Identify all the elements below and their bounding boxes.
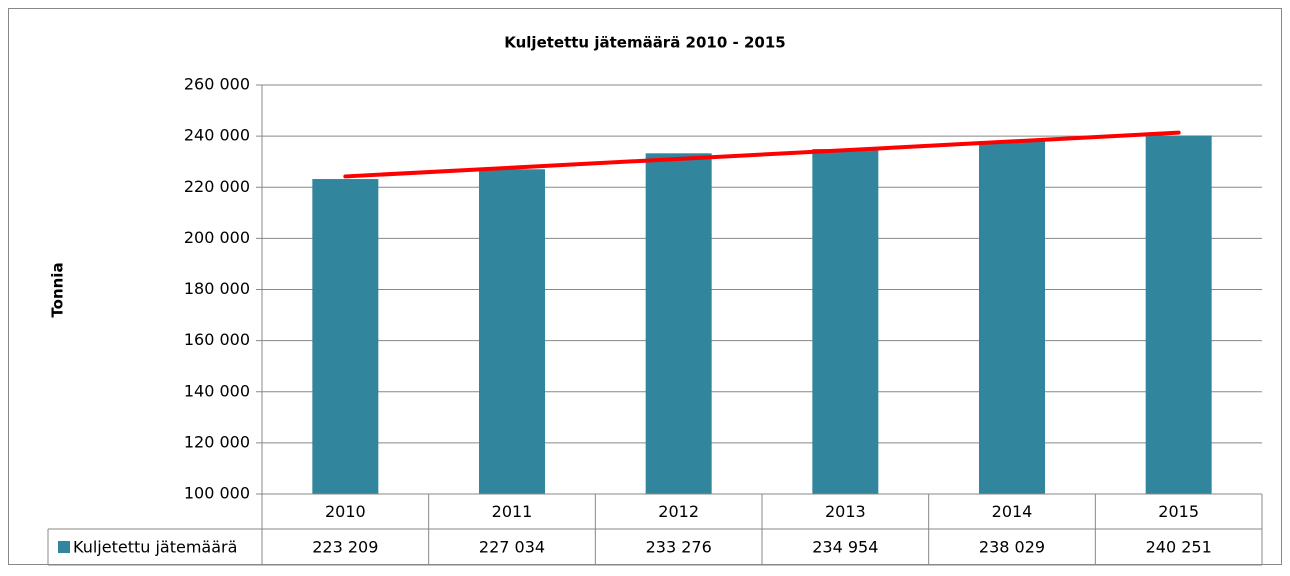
y-tick-label: 140 000 <box>184 381 250 400</box>
trend-line <box>343 130 1181 179</box>
y-tick-label: 160 000 <box>184 330 250 349</box>
bar <box>312 179 379 494</box>
x-tick-label: 2010 <box>325 502 366 521</box>
y-tick-label: 220 000 <box>184 177 250 196</box>
table-value: 233 276 <box>646 538 712 557</box>
bar <box>1145 135 1212 494</box>
table-value: 227 034 <box>479 538 545 557</box>
x-tick-label: 2014 <box>992 502 1033 521</box>
table-value: 223 209 <box>312 538 378 557</box>
x-tick-label: 2012 <box>658 502 699 521</box>
legend-label: Kuljetettu jätemäärä <box>73 538 237 557</box>
y-tick-label: 240 000 <box>184 126 250 145</box>
y-tick-label: 100 000 <box>184 484 250 503</box>
bar <box>479 169 545 494</box>
y-tick-label: 180 000 <box>184 279 250 298</box>
y-tick-label: 260 000 <box>184 75 250 94</box>
y-axis-title: Tonnia <box>49 262 67 317</box>
bar <box>979 141 1045 494</box>
x-tick-label: 2013 <box>825 502 866 521</box>
bar <box>812 149 879 494</box>
x-tick-label: 2011 <box>492 502 533 521</box>
bar <box>645 153 712 494</box>
table-value: 234 954 <box>812 538 878 557</box>
x-tick-label: 2015 <box>1158 502 1199 521</box>
legend-swatch <box>58 541 70 553</box>
chart-title: Kuljetettu jätemäärä 2010 - 2015 <box>504 34 785 52</box>
table-value: 240 251 <box>1146 538 1212 557</box>
y-tick-label: 120 000 <box>184 432 250 451</box>
table-value: 238 029 <box>979 538 1045 557</box>
y-tick-label: 200 000 <box>184 228 250 247</box>
chart-border <box>8 8 1282 565</box>
